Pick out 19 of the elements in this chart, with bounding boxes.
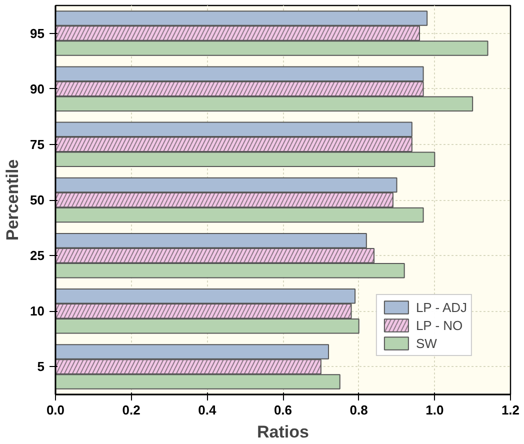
legend-label: SW (416, 336, 437, 350)
x-axis-title: Ratios (257, 422, 309, 442)
y-tick-label: 25 (30, 248, 45, 264)
y-tick-label: 10 (30, 304, 45, 319)
y-axis-title: Percentile (3, 159, 22, 241)
x-tick-label: 0.4 (198, 402, 217, 418)
x-tick-label: 0.2 (122, 402, 140, 418)
y-tick-label: 50 (30, 192, 45, 208)
x-tick-label: 1.0 (426, 402, 444, 418)
x-tick-label: 0.8 (350, 402, 368, 418)
y-tick-label: 5 (37, 359, 45, 374)
x-tick-label: 1.2 (501, 402, 520, 418)
legend-label: LP - NO (416, 318, 463, 332)
y-tick-label: 95 (30, 26, 45, 41)
x-tick-label: 0.6 (274, 402, 292, 418)
y-tick-label: 75 (30, 136, 45, 152)
legend-label: LP - ADJ (416, 300, 467, 314)
x-tick-label: 0.0 (46, 402, 65, 418)
y-tick-label: 90 (30, 81, 45, 96)
